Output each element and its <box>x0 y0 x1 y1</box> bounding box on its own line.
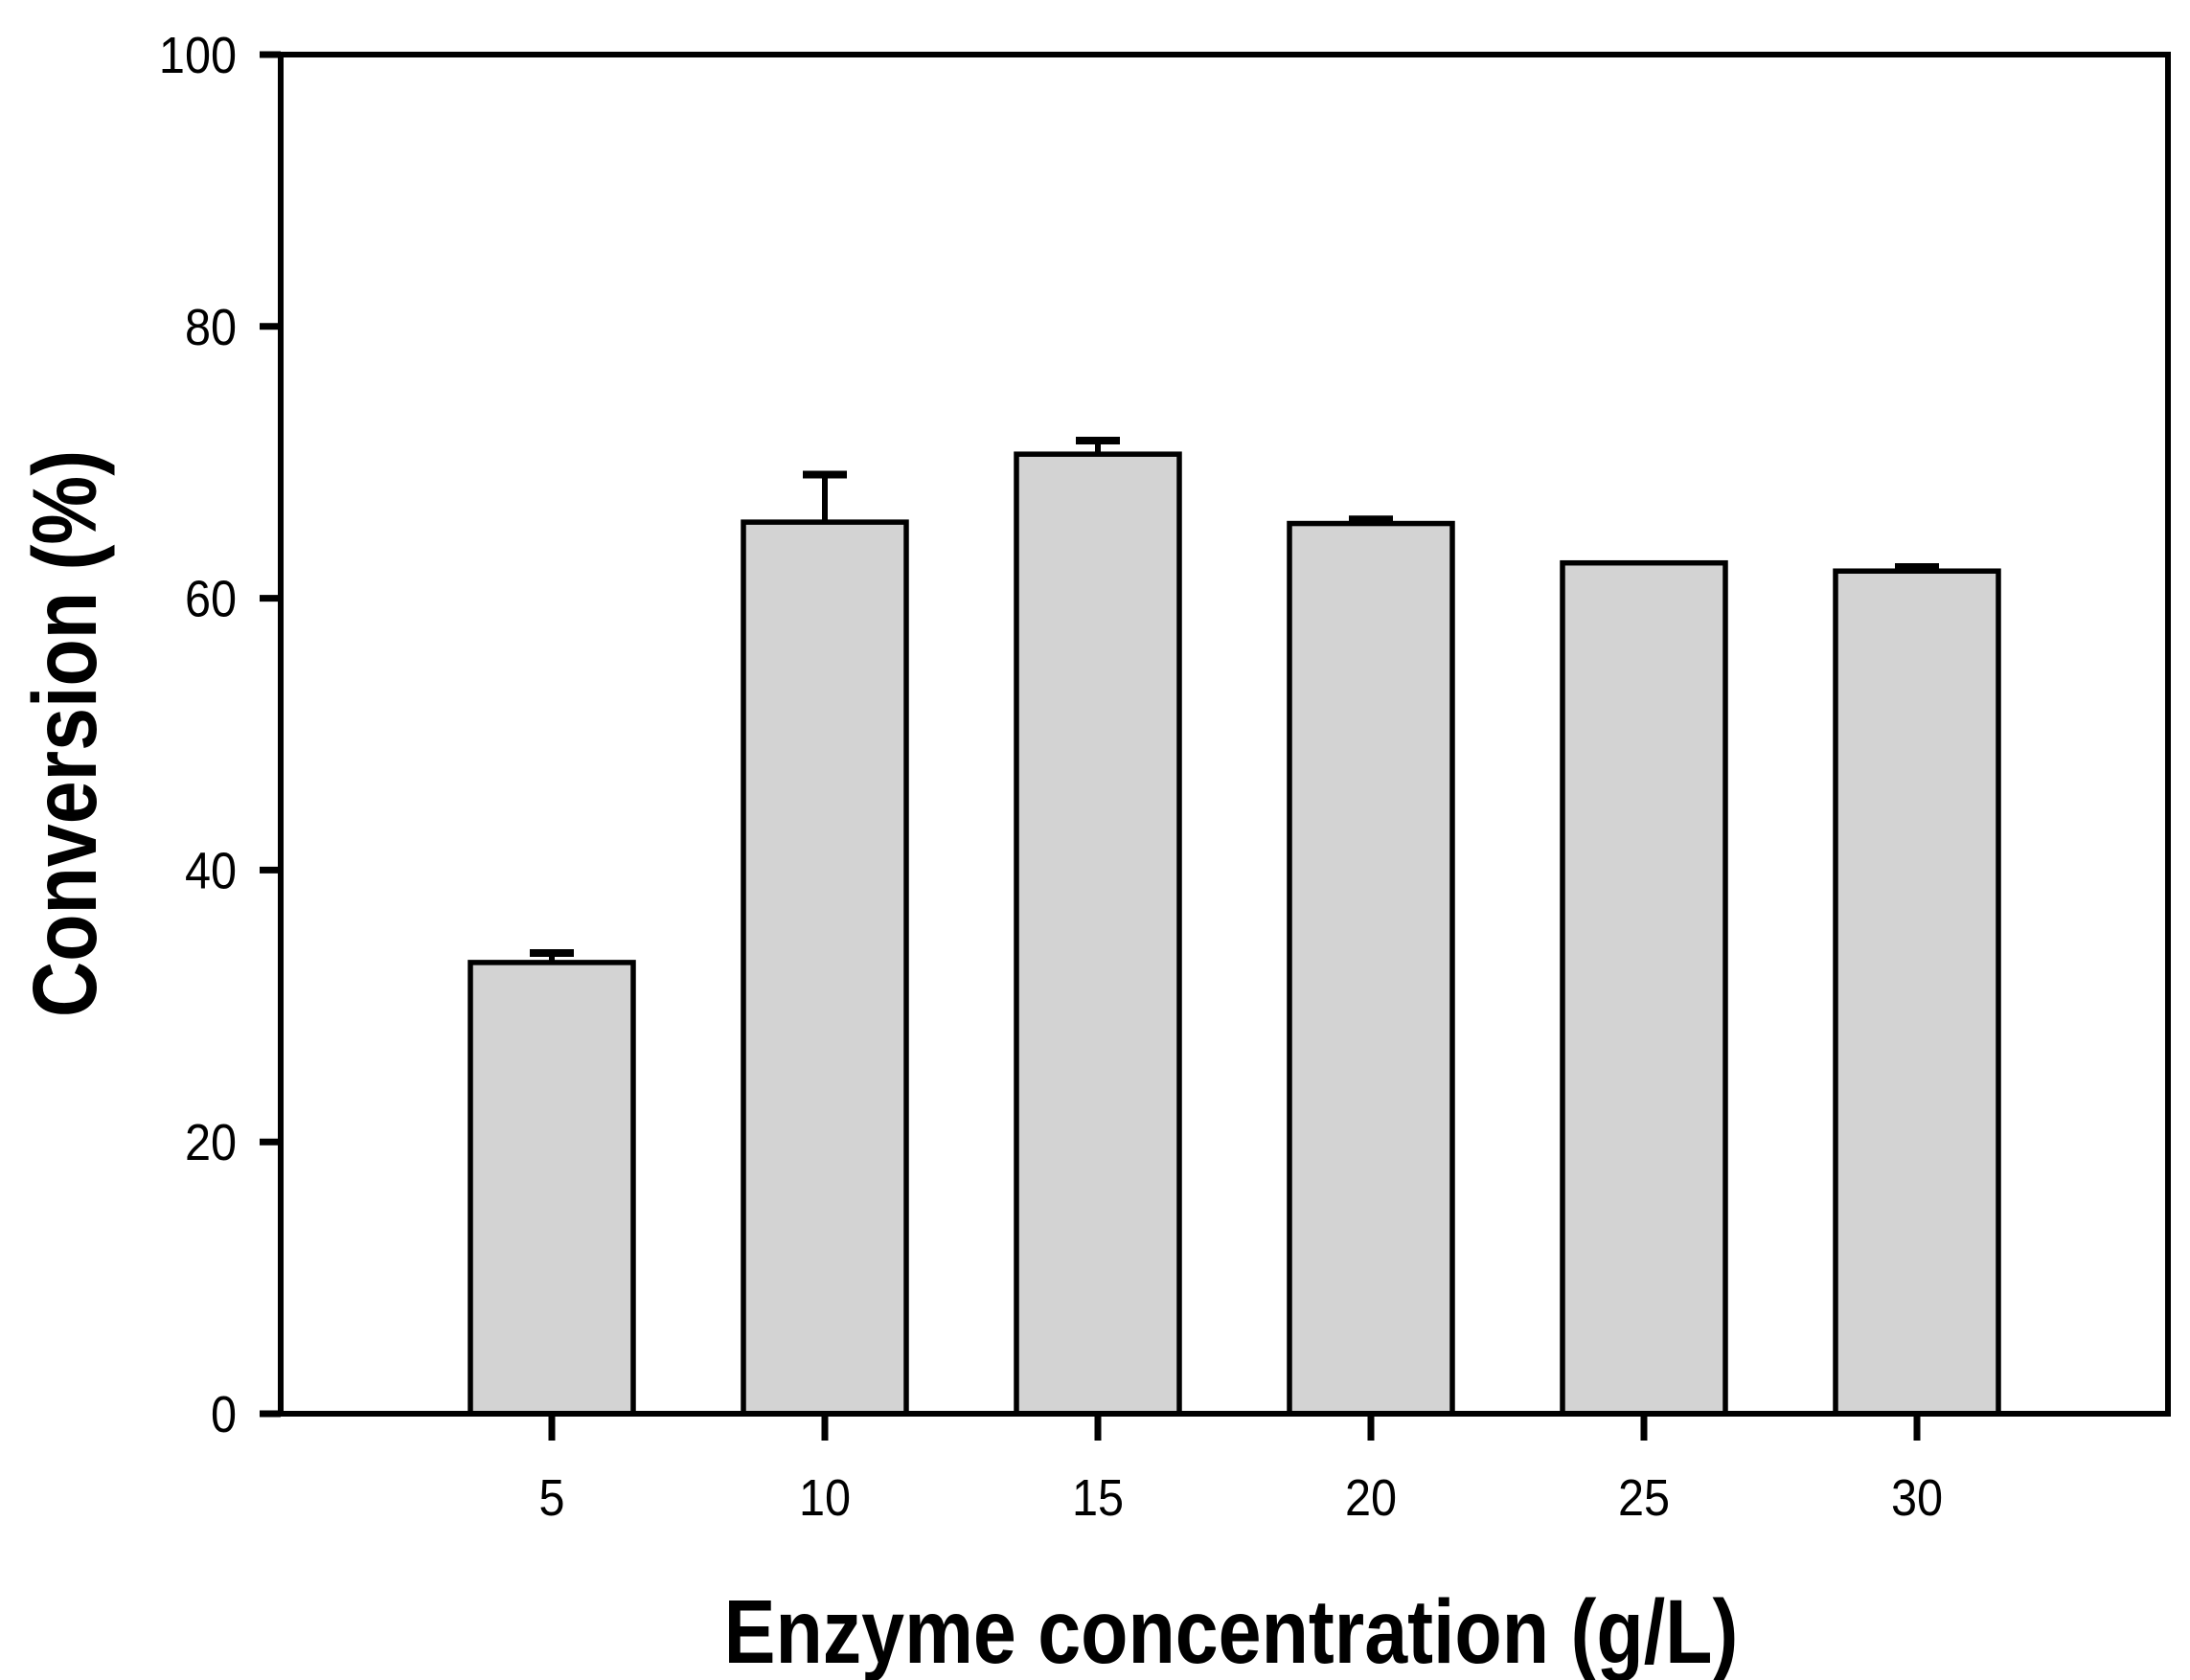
x-tick-label: 25 <box>1618 1468 1670 1527</box>
y-tick-label: 80 <box>185 297 237 355</box>
y-tick-label: 0 <box>211 1385 237 1443</box>
y-tick-label: 40 <box>185 841 237 899</box>
y-tick-label: 20 <box>185 1113 237 1171</box>
error-bars-group <box>530 436 1939 963</box>
bar <box>468 960 636 1417</box>
x-axis-title: Enzyme concentration (g/L) <box>724 1580 1739 1680</box>
plot-frame <box>278 52 2171 1417</box>
x-tick-label: 20 <box>1345 1468 1397 1527</box>
x-tick-label: 5 <box>538 1468 564 1527</box>
bar <box>1560 559 1728 1417</box>
x-tick-label: 15 <box>1072 1468 1124 1527</box>
y-tick-label: 60 <box>185 569 237 627</box>
bar <box>1287 520 1455 1417</box>
bar <box>1833 568 2001 1417</box>
bar <box>741 519 909 1417</box>
bar <box>1014 451 1182 1417</box>
bars-group <box>468 451 2001 1417</box>
x-tick-label: 10 <box>799 1468 851 1527</box>
axes-group: 0 20 40 60 80 100 5 10 15 20 25 30 <box>159 26 2171 1527</box>
y-axis-title: Conversion (%) <box>13 450 116 1017</box>
x-tick-label: 30 <box>1891 1468 1943 1527</box>
y-tick-label: 100 <box>159 26 237 84</box>
